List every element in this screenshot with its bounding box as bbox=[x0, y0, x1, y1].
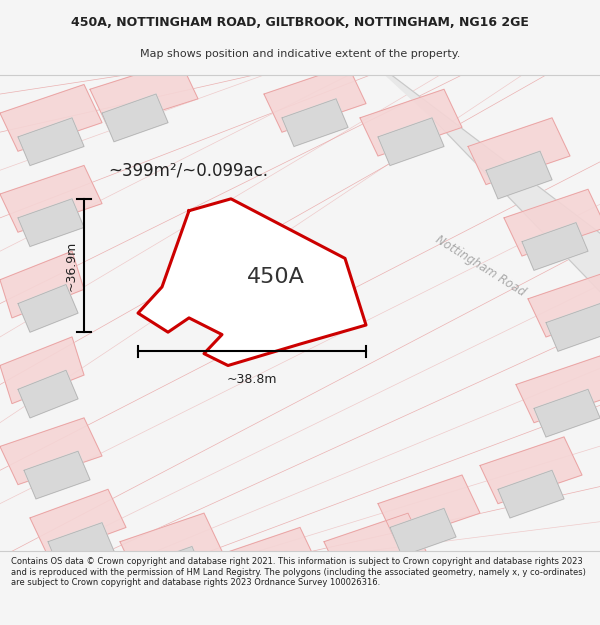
Polygon shape bbox=[0, 418, 102, 484]
Polygon shape bbox=[360, 89, 462, 156]
Polygon shape bbox=[504, 189, 600, 256]
Polygon shape bbox=[0, 337, 84, 404]
Polygon shape bbox=[468, 118, 570, 184]
Polygon shape bbox=[18, 118, 84, 166]
Text: ~38.8m: ~38.8m bbox=[227, 372, 277, 386]
Polygon shape bbox=[534, 389, 600, 437]
Polygon shape bbox=[102, 94, 168, 142]
Polygon shape bbox=[216, 528, 318, 594]
Polygon shape bbox=[546, 304, 600, 351]
Text: ~36.9m: ~36.9m bbox=[64, 241, 77, 291]
Polygon shape bbox=[18, 199, 84, 246]
Polygon shape bbox=[378, 118, 444, 166]
Polygon shape bbox=[486, 151, 552, 199]
Text: 450A, NOTTINGHAM ROAD, GILTBROOK, NOTTINGHAM, NG16 2GE: 450A, NOTTINGHAM ROAD, GILTBROOK, NOTTIN… bbox=[71, 16, 529, 29]
Polygon shape bbox=[528, 270, 600, 337]
Polygon shape bbox=[0, 251, 84, 318]
Text: Nottingham Road: Nottingham Road bbox=[433, 232, 527, 299]
Polygon shape bbox=[0, 84, 102, 151]
Polygon shape bbox=[0, 166, 102, 232]
Polygon shape bbox=[138, 199, 366, 366]
Polygon shape bbox=[90, 61, 198, 127]
Polygon shape bbox=[18, 370, 78, 418]
Polygon shape bbox=[120, 513, 222, 580]
Polygon shape bbox=[282, 99, 348, 146]
Polygon shape bbox=[138, 546, 204, 594]
Polygon shape bbox=[324, 513, 426, 580]
Polygon shape bbox=[30, 489, 126, 556]
Polygon shape bbox=[24, 451, 90, 499]
Polygon shape bbox=[48, 522, 114, 570]
Polygon shape bbox=[360, 51, 600, 322]
Text: Map shows position and indicative extent of the property.: Map shows position and indicative extent… bbox=[140, 49, 460, 59]
Polygon shape bbox=[18, 284, 78, 332]
Text: ~399m²/~0.099ac.: ~399m²/~0.099ac. bbox=[108, 161, 268, 179]
Polygon shape bbox=[480, 437, 582, 504]
Text: Contains OS data © Crown copyright and database right 2021. This information is : Contains OS data © Crown copyright and d… bbox=[11, 557, 586, 587]
Polygon shape bbox=[498, 470, 564, 518]
Polygon shape bbox=[516, 356, 600, 422]
Polygon shape bbox=[390, 508, 456, 556]
Text: 450A: 450A bbox=[247, 268, 305, 288]
Polygon shape bbox=[264, 66, 366, 132]
Polygon shape bbox=[522, 222, 588, 270]
Polygon shape bbox=[378, 475, 480, 542]
